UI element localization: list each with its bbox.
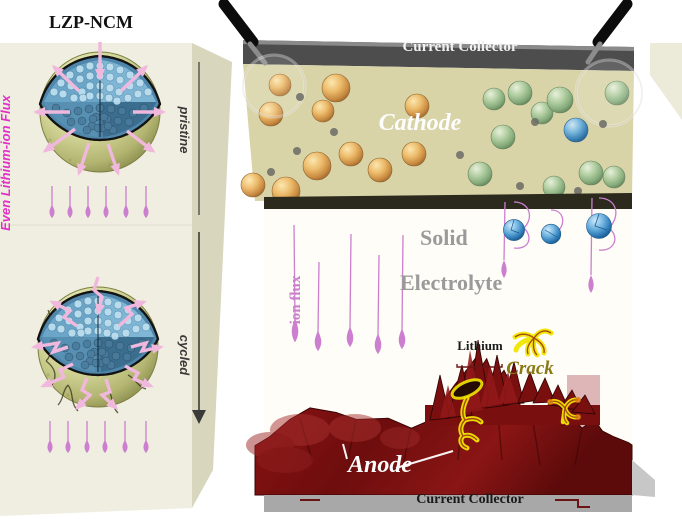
svg-text:Electrolyte: Electrolyte xyxy=(400,270,502,295)
svg-text:Solid: Solid xyxy=(420,225,468,250)
svg-text:ion flux: ion flux xyxy=(288,275,304,324)
